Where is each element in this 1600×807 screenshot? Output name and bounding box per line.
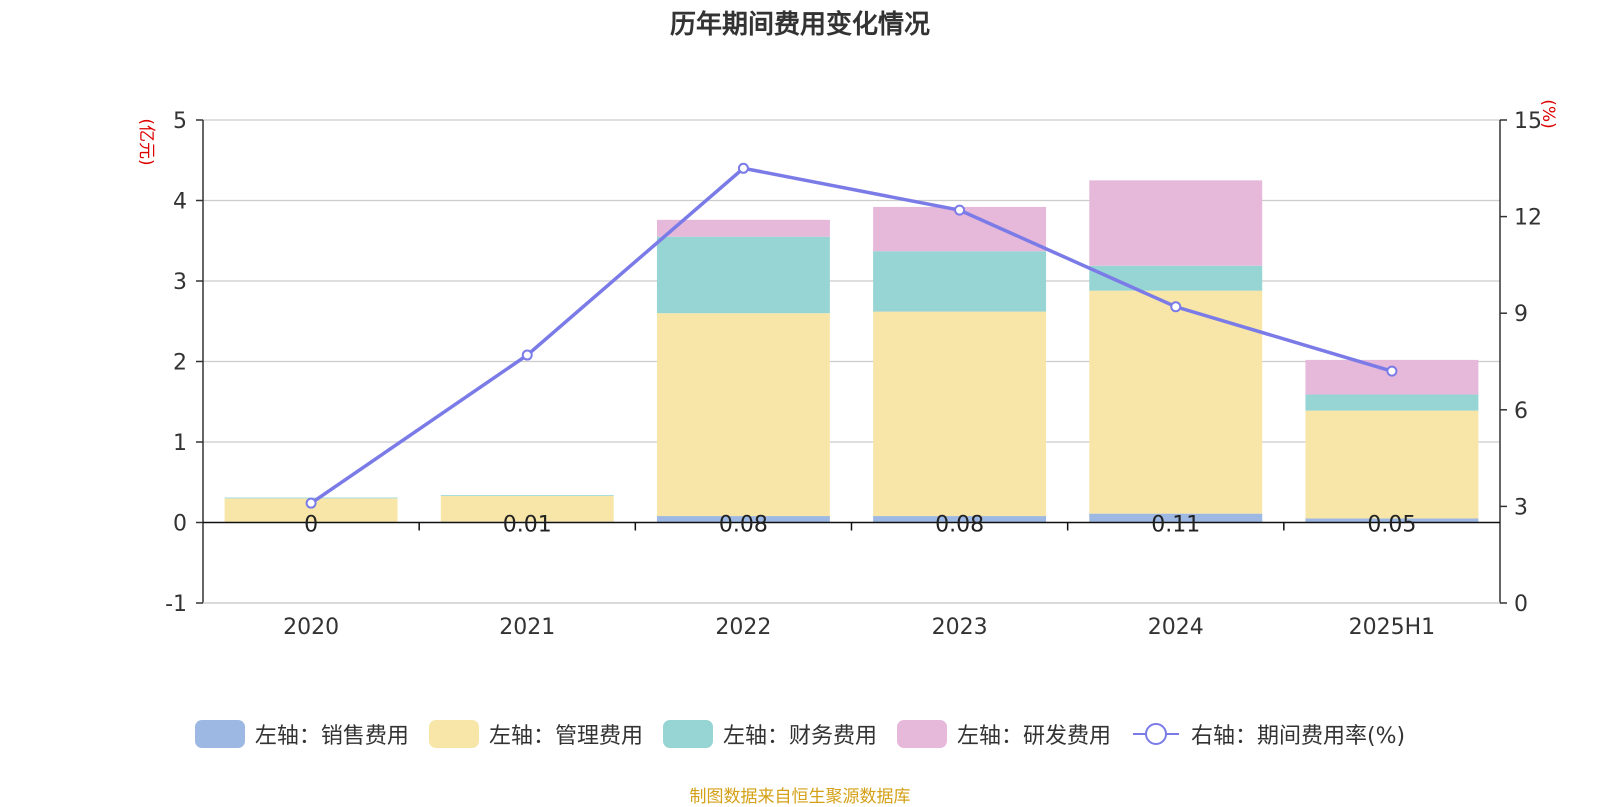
x-axis-category-label: 2022 bbox=[715, 615, 771, 640]
x-axis-category-label: 2025H1 bbox=[1349, 615, 1436, 640]
data-labels: 0 0.01 0.08 0.08 0.11 0.05 bbox=[304, 513, 1416, 538]
legend-item-rd[interactable]: 左轴：研发费用 bbox=[896, 718, 1111, 750]
rate-point bbox=[521, 349, 533, 361]
bar-sales bbox=[656, 516, 830, 523]
left-axis-tick-label: 4 bbox=[173, 190, 187, 215]
right-axis-tick-label: 9 bbox=[1514, 302, 1528, 327]
legend-item-admin[interactable]: 左轴：管理费用 bbox=[428, 718, 643, 750]
x-axis-category-label: 2020 bbox=[283, 615, 339, 640]
legend-label-rd: 左轴：研发费用 bbox=[956, 724, 1111, 749]
bar-finance bbox=[1089, 265, 1263, 291]
rate-point bbox=[305, 497, 317, 509]
bar-finance bbox=[873, 251, 1047, 312]
left-axis-tick-label: 3 bbox=[173, 270, 187, 295]
right-axis-unit: (%) bbox=[1538, 99, 1558, 128]
right-axis-tick-label: 3 bbox=[1514, 495, 1528, 520]
bar-series bbox=[224, 180, 1479, 523]
bar-rd bbox=[656, 219, 830, 237]
bar-finance bbox=[656, 236, 830, 314]
legend-swatch-sales bbox=[194, 720, 245, 748]
sales-data-label: 0.08 bbox=[935, 513, 984, 538]
bar-sales bbox=[873, 516, 1047, 523]
legend-item-sales[interactable]: 左轴：销售费用 bbox=[194, 718, 409, 750]
sales-data-label: 0.05 bbox=[1367, 513, 1416, 538]
left-axis-unit: (亿元) bbox=[136, 118, 156, 165]
bar-rd bbox=[1089, 180, 1263, 266]
legend-swatch-rd bbox=[896, 720, 947, 748]
legend-line-marker-icon bbox=[1132, 723, 1179, 745]
rate-line-series bbox=[305, 162, 1398, 509]
x-axis-category-label: 2024 bbox=[1148, 615, 1204, 640]
rate-point bbox=[954, 204, 966, 216]
rate-point bbox=[737, 162, 749, 174]
bar-finance bbox=[1305, 394, 1479, 411]
sales-data-label: 0.11 bbox=[1151, 513, 1200, 538]
sales-data-label: 0 bbox=[304, 513, 318, 538]
rate-point bbox=[1386, 365, 1398, 377]
bar-finance bbox=[440, 495, 614, 496]
bar-admin bbox=[1305, 410, 1479, 519]
right-axis-tick-label: 15 bbox=[1514, 109, 1542, 134]
legend-item-rate[interactable]: 右轴：期间费用率(%) bbox=[1131, 718, 1405, 750]
legend-swatch-admin bbox=[428, 720, 479, 748]
legend-label-rate: 右轴：期间费用率(%) bbox=[1190, 724, 1406, 749]
bar-admin bbox=[440, 495, 614, 522]
left-axis-tick-label: 2 bbox=[173, 351, 187, 376]
left-axis-tick-label: 5 bbox=[173, 109, 187, 134]
left-axis-tick-label: 0 bbox=[173, 512, 187, 537]
legend: 左轴：销售费用 左轴：管理费用 左轴：财务费用 左轴：研发费用 右轴：期间费用率… bbox=[0, 718, 1600, 750]
sales-data-label: 0.08 bbox=[719, 513, 768, 538]
legend-label-sales: 左轴：销售费用 bbox=[254, 724, 409, 749]
left-axis-tick-label: -1 bbox=[165, 592, 187, 617]
bar-sales bbox=[1305, 518, 1479, 523]
bar-rd bbox=[1305, 359, 1479, 395]
left-axis-tick-label: 1 bbox=[173, 431, 187, 456]
bar-admin bbox=[873, 311, 1047, 517]
sales-data-label: 0.01 bbox=[503, 513, 552, 538]
right-axis-tick-label: 6 bbox=[1514, 399, 1528, 424]
source-note: 制图数据来自恒生聚源数据库 bbox=[689, 787, 911, 807]
bar-sales bbox=[1089, 513, 1263, 523]
right-axis-tick-label: 12 bbox=[1514, 206, 1542, 231]
bar-admin bbox=[656, 313, 830, 517]
x-axis-category-label: 2021 bbox=[499, 615, 555, 640]
rate-point bbox=[1170, 301, 1182, 313]
legend-swatch-finance bbox=[662, 720, 713, 748]
x-axis-category-label: 2023 bbox=[932, 615, 988, 640]
rate-line bbox=[310, 166, 1393, 505]
chart-title: 历年期间费用变化情况 bbox=[669, 10, 930, 40]
legend-label-finance: 左轴：财务费用 bbox=[722, 724, 877, 749]
bar-admin bbox=[1089, 290, 1263, 514]
right-axis-tick-label: 0 bbox=[1514, 592, 1528, 617]
legend-item-finance[interactable]: 左轴：财务费用 bbox=[662, 718, 877, 750]
legend-label-admin: 左轴：管理费用 bbox=[488, 724, 643, 749]
